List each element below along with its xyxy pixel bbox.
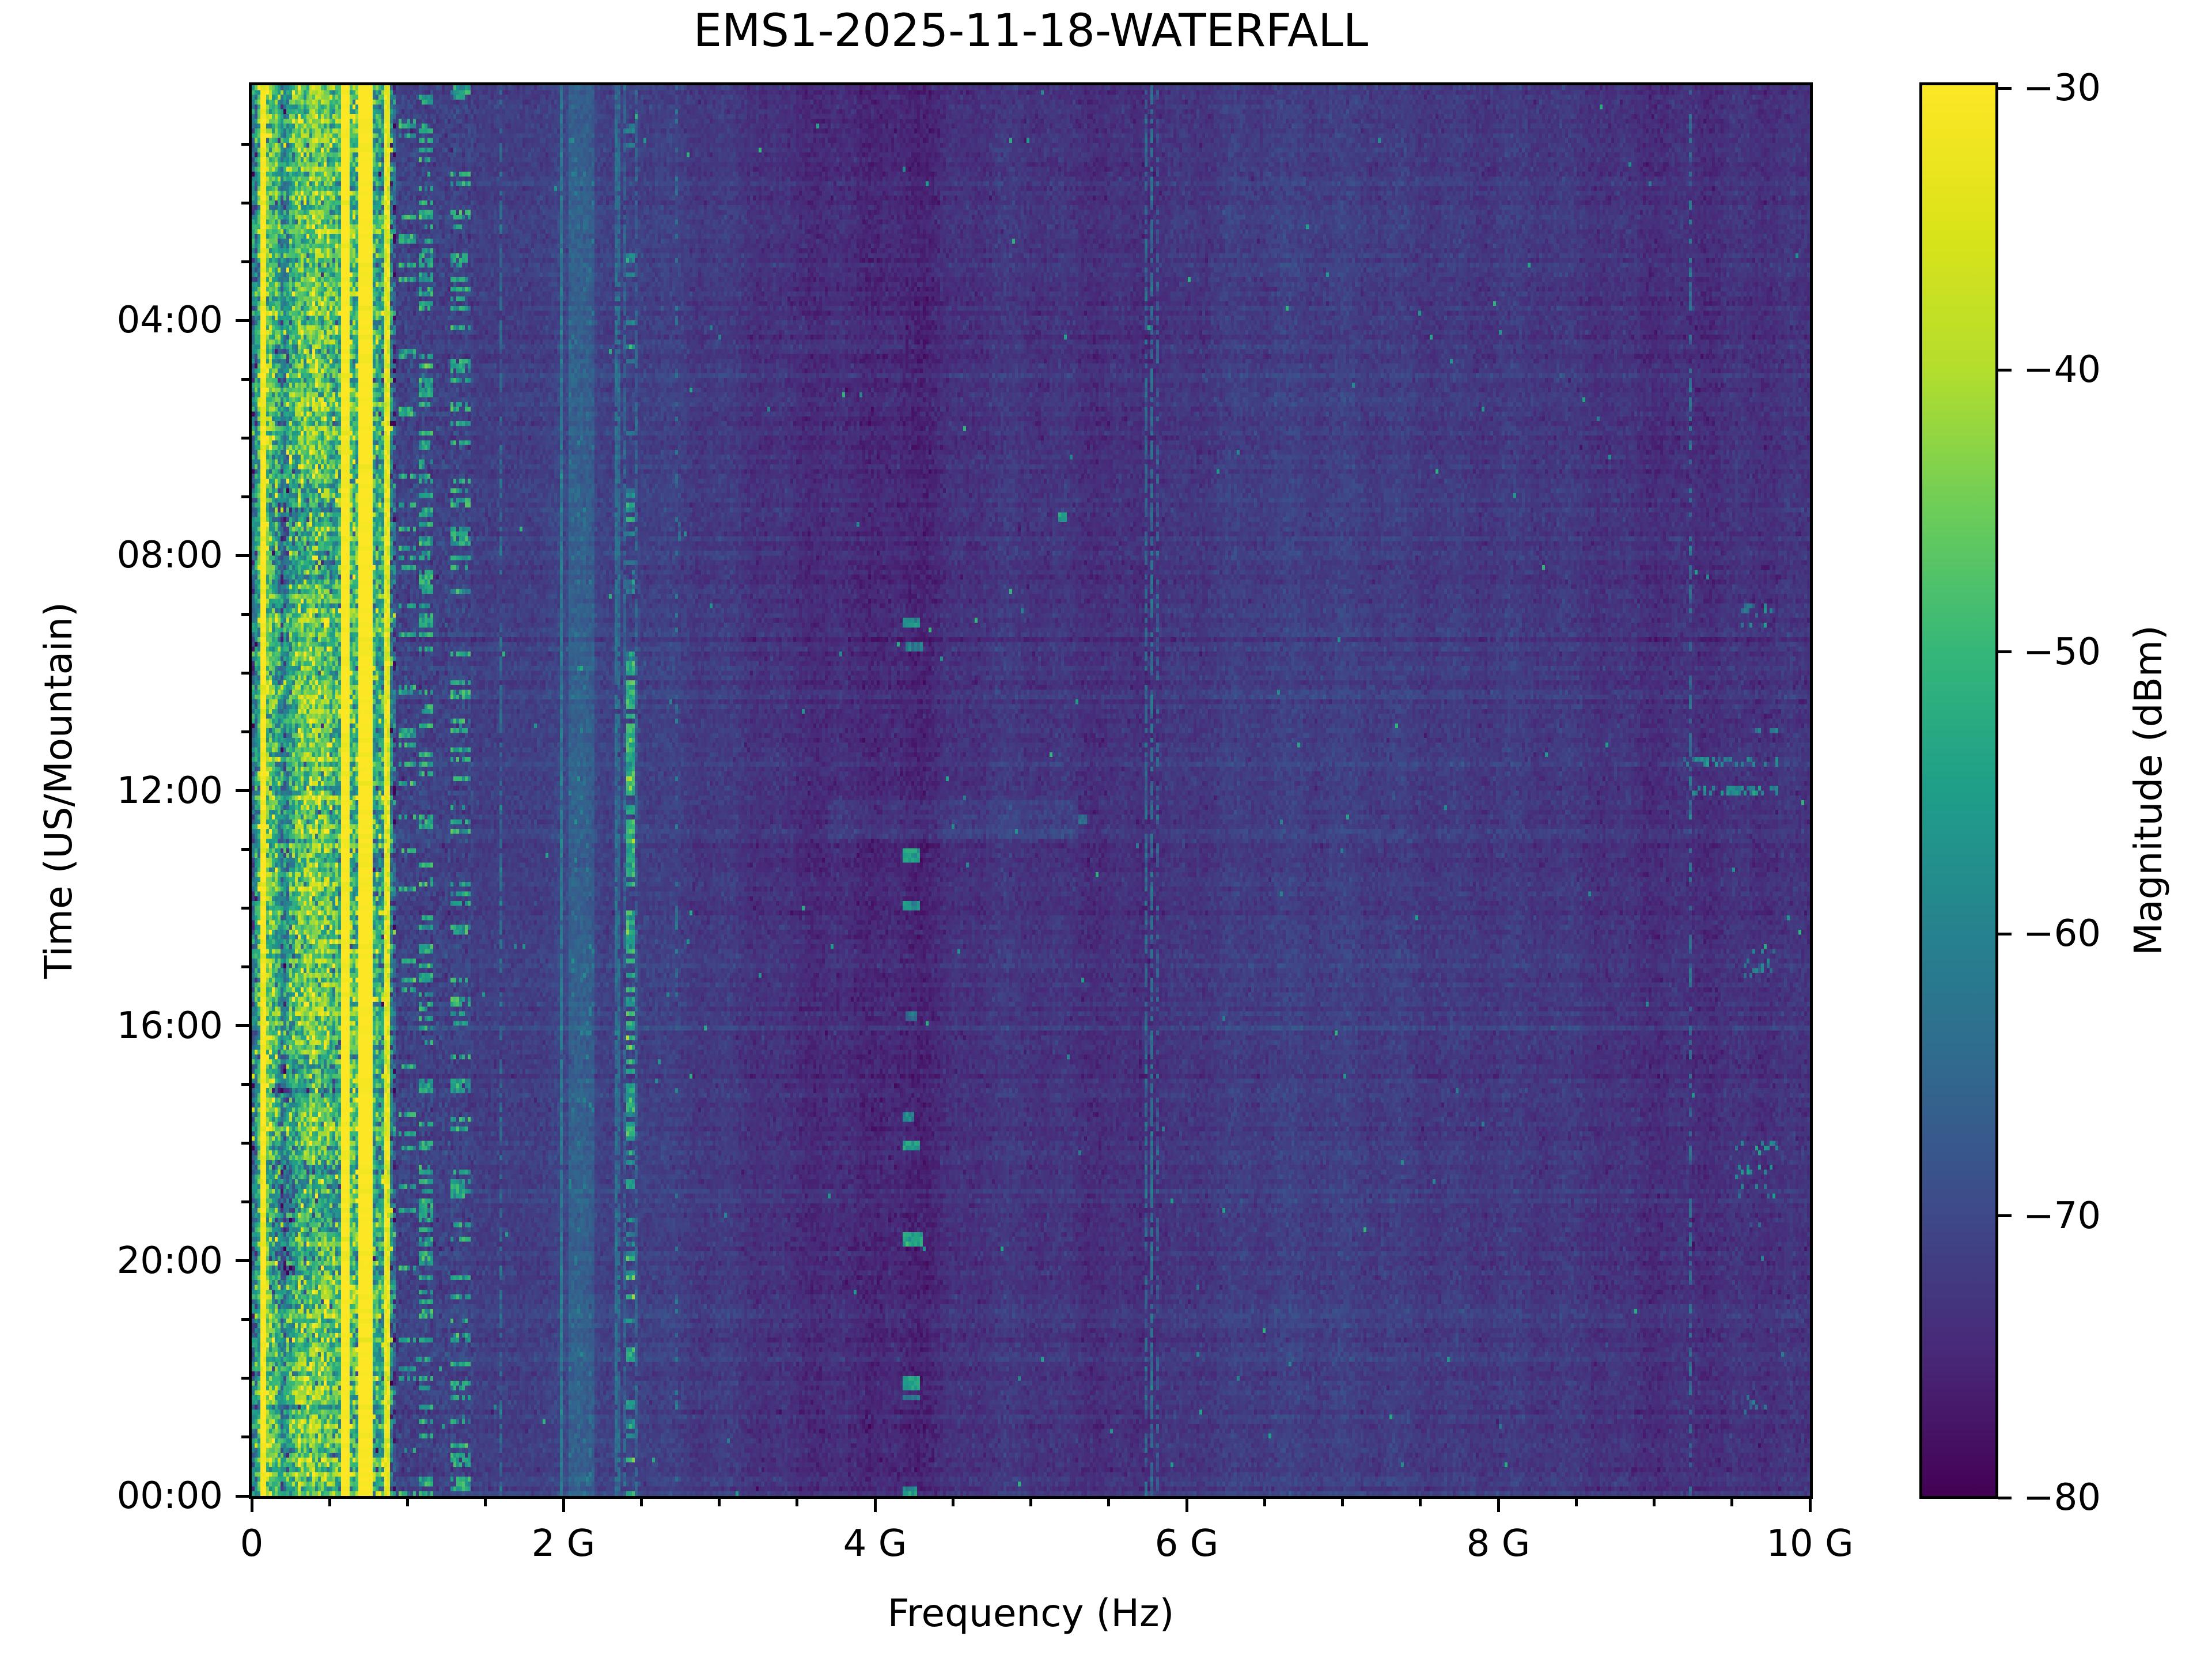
x-tick-label: 4 G: [843, 1522, 907, 1565]
x-minor-tick: [796, 1499, 799, 1506]
y-minor-tick: [241, 142, 249, 146]
y-tick-label: 08:00: [116, 534, 223, 577]
x-minor-tick: [639, 1499, 643, 1506]
colorbar-tick: [1998, 932, 2012, 935]
x-minor-tick: [1730, 1499, 1734, 1506]
y-major-tick: [236, 554, 249, 557]
x-tick-label: 6 G: [1154, 1522, 1219, 1565]
y-tick-label: 20:00: [116, 1239, 223, 1282]
x-tick-label: 2 G: [531, 1522, 596, 1565]
x-tick-label: 0: [240, 1522, 264, 1565]
x-minor-tick: [1341, 1499, 1344, 1506]
colorbar-tick: [1998, 650, 2012, 654]
x-minor-tick: [1574, 1499, 1578, 1506]
chart-title: EMS1-2025-11-18-WATERFALL: [693, 5, 1369, 57]
y-minor-tick: [241, 612, 249, 616]
x-major-tick: [1497, 1499, 1500, 1512]
x-axis-label: Frequency (Hz): [887, 1591, 1175, 1635]
x-major-tick: [562, 1499, 565, 1512]
y-minor-tick: [241, 848, 249, 851]
y-minor-tick: [241, 1435, 249, 1439]
y-tick-label: 04:00: [116, 299, 223, 342]
y-minor-tick: [241, 260, 249, 263]
colorbar-tick: [1998, 1496, 2012, 1499]
y-minor-tick: [241, 671, 249, 675]
x-minor-tick: [1107, 1499, 1111, 1506]
colorbar-tick-label: −70: [2023, 1194, 2101, 1237]
y-minor-tick: [241, 1318, 249, 1321]
y-major-tick: [236, 1494, 249, 1498]
x-minor-tick: [1263, 1499, 1266, 1506]
colorbar-tick: [1998, 1214, 2012, 1218]
x-minor-tick: [1653, 1499, 1656, 1506]
colorbar-tick-label: −80: [2023, 1476, 2101, 1519]
y-major-tick: [236, 1259, 249, 1263]
x-major-tick: [1808, 1499, 1812, 1512]
x-major-tick: [873, 1499, 877, 1512]
y-major-tick: [236, 789, 249, 792]
x-tick-label: 8 G: [1466, 1522, 1531, 1565]
plot-frame: [249, 82, 1813, 1499]
y-tick-label: 16:00: [116, 1004, 223, 1047]
colorbar-tick-label: −40: [2023, 349, 2101, 392]
y-minor-tick: [241, 377, 249, 381]
y-tick-label: 00:00: [116, 1475, 223, 1517]
y-major-tick: [236, 319, 249, 322]
colorbar: [1919, 82, 1998, 1499]
y-minor-tick: [241, 907, 249, 910]
x-minor-tick: [718, 1499, 721, 1506]
y-tick-label: 12:00: [116, 769, 223, 812]
y-minor-tick: [241, 1200, 249, 1204]
colorbar-tick: [1998, 368, 2012, 372]
colorbar-label: Magnitude (dBm): [2126, 625, 2171, 956]
y-minor-tick: [241, 965, 249, 969]
y-minor-tick: [241, 1377, 249, 1380]
x-major-tick: [1185, 1499, 1188, 1512]
x-minor-tick: [951, 1499, 955, 1506]
x-tick-label: 10 G: [1766, 1522, 1854, 1565]
x-minor-tick: [328, 1499, 331, 1506]
y-minor-tick: [241, 436, 249, 440]
x-minor-tick: [484, 1499, 487, 1506]
y-minor-tick: [241, 495, 249, 498]
y-minor-tick: [241, 1142, 249, 1145]
spectrogram-heatmap: [252, 85, 1810, 1496]
y-minor-tick: [241, 1083, 249, 1086]
y-minor-tick: [241, 730, 249, 733]
colorbar-tick-label: −60: [2023, 912, 2101, 956]
y-minor-tick: [241, 201, 249, 204]
x-major-tick: [250, 1499, 253, 1512]
x-minor-tick: [1029, 1499, 1032, 1506]
y-major-tick: [236, 1024, 249, 1028]
colorbar-tick-label: −30: [2023, 67, 2101, 109]
colorbar-tick-label: −50: [2023, 630, 2101, 673]
x-minor-tick: [1419, 1499, 1422, 1506]
x-minor-tick: [406, 1499, 409, 1506]
colorbar-tick: [1998, 86, 2012, 90]
